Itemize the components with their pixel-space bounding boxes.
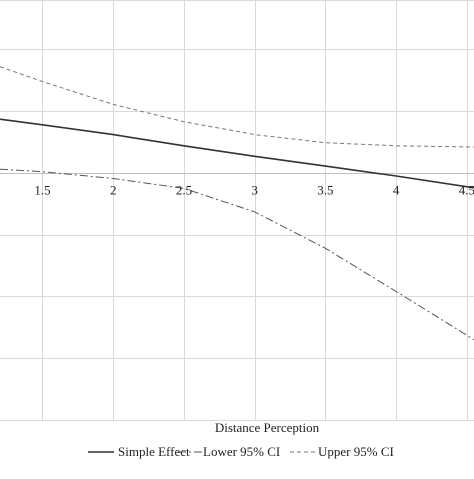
- x-tick-label: 4: [393, 183, 400, 198]
- x-tick-label: 4.5: [459, 183, 474, 198]
- series-line-2: [0, 169, 474, 340]
- x-tick-label: 1.5: [34, 183, 50, 198]
- legend-label-3: Upper 95% CI: [318, 444, 394, 459]
- series-group: [0, 67, 474, 340]
- x-axis-title: Distance Perception: [215, 420, 320, 435]
- legend-label-2: Lower 95% CI: [203, 444, 280, 459]
- grid: [0, 0, 474, 421]
- x-tick-label: 2: [110, 183, 117, 198]
- series-line-3: [0, 67, 474, 147]
- x-tick-label: 3.5: [317, 183, 333, 198]
- x-tick-label: 3: [251, 183, 258, 198]
- x-tick-labels: 1.5 2 2.5 3 3.5 4 4.5: [34, 183, 474, 198]
- series-line-1: [0, 119, 474, 188]
- x-tick-label: 2.5: [176, 183, 192, 198]
